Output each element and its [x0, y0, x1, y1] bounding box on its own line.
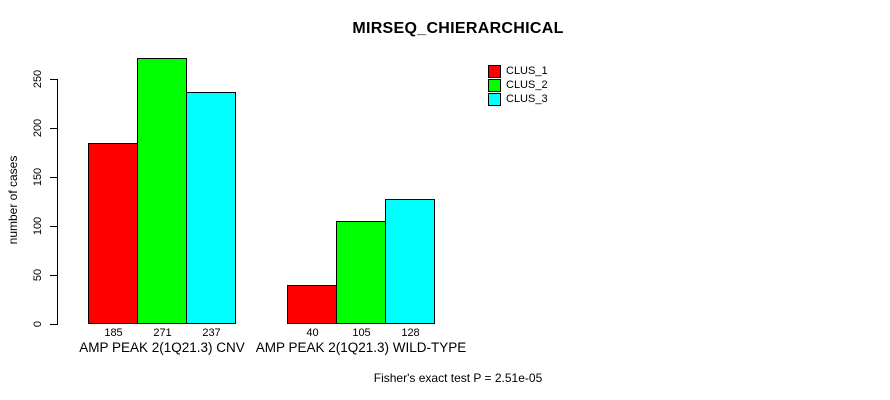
bar-clus_1: [287, 284, 337, 324]
bar-clus_3: [385, 198, 435, 324]
y-axis-tick-label: 100: [32, 216, 44, 236]
y-axis-tick-label: 50: [32, 268, 44, 282]
legend-swatch-clus_1: [488, 64, 501, 78]
bar-value-label: 271: [153, 327, 172, 339]
legend-swatch-clus_3: [488, 92, 501, 106]
y-axis-tick-label: 0: [32, 320, 44, 328]
bar-clus_2: [137, 58, 187, 324]
legend-label: CLUS_2: [506, 79, 548, 91]
legend-label: CLUS_3: [506, 93, 548, 105]
bar-clus_2: [336, 221, 386, 324]
y-axis-tick: [50, 128, 57, 129]
bar-clus_3: [186, 91, 236, 324]
legend-label: CLUS_1: [506, 65, 548, 77]
y-axis-tick: [50, 275, 57, 276]
x-axis-category-label: AMP PEAK 2(1Q21.3) WILD-TYPE: [255, 340, 467, 355]
chart-title: MIRSEQ_CHIERARCHICAL: [352, 20, 564, 37]
bar-value-label: 128: [401, 327, 420, 339]
bar-value-label: 105: [352, 327, 371, 339]
bar-clus_1: [88, 142, 138, 324]
legend-item-clus_2: CLUS_2: [488, 78, 548, 92]
annotation-fisher-test: Fisher's exact test P = 2.51e-05: [373, 371, 543, 385]
legend-item-clus_3: CLUS_3: [488, 92, 548, 106]
bar-value-label: 185: [104, 327, 123, 339]
bar-value-label: 40: [306, 327, 319, 339]
x-axis-category-label: AMP PEAK 2(1Q21.3) CNV: [79, 340, 245, 355]
legend-item-clus_1: CLUS_1: [488, 64, 548, 78]
y-axis-tick: [50, 226, 57, 227]
legend: CLUS_1 CLUS_2 CLUS_3: [488, 64, 548, 106]
bar-value-label: 237: [202, 327, 221, 339]
y-axis-tick-label: 150: [32, 167, 44, 187]
y-axis-tick: [50, 177, 57, 178]
y-axis-tick: [50, 79, 57, 80]
legend-swatch-clus_2: [488, 78, 501, 92]
y-axis-line: [57, 79, 58, 325]
y-axis-tick-label: 200: [32, 118, 44, 138]
y-axis-tick-label: 250: [32, 69, 44, 89]
y-axis-tick: [50, 324, 57, 325]
